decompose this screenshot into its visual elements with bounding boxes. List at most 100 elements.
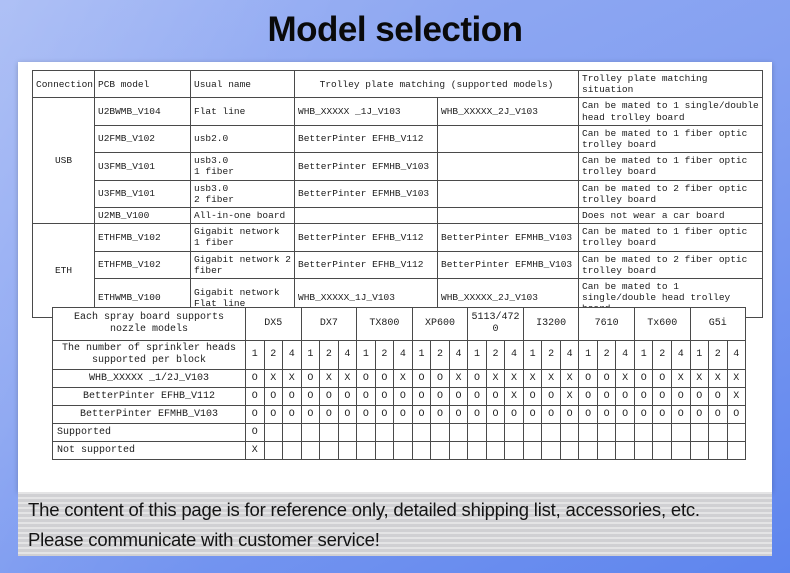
model-header: 5113/4720 <box>467 307 524 341</box>
support-value-cell: X <box>559 387 580 406</box>
model-header: TX800 <box>356 307 413 341</box>
support-value-cell: O <box>319 405 339 424</box>
empty-cell <box>670 423 691 442</box>
legend-symbol-cell: X <box>245 441 265 460</box>
support-value-cell: O <box>559 405 580 424</box>
usual-name-cell: Gigabit network 2 fiber <box>190 250 295 280</box>
empty-cell <box>411 441 432 460</box>
support-value-cell: O <box>337 405 358 424</box>
support-value-cell: X <box>726 369 747 388</box>
board-table-row: U2MB_V100 All-in-one board Does not wear a… <box>33 207 763 225</box>
empty-cell <box>374 423 395 442</box>
heads-count-cell: 2 <box>596 340 617 370</box>
support-value-cell: O <box>300 387 321 406</box>
heads-count-cell: 1 <box>689 340 710 370</box>
empty-cell <box>522 441 543 460</box>
legend-label: Not supported <box>52 441 246 460</box>
trolley-model-1-cell: BetterPinter EFMHB_V103 <box>294 179 438 209</box>
corner-label: Each spray board supports nozzle models <box>52 307 246 341</box>
nozzle-model-header-row: Each spray board supports nozzle models D… <box>52 307 747 341</box>
support-value-cell: O <box>245 405 265 424</box>
support-value-cell: O <box>596 405 617 424</box>
support-value-cell: O <box>652 369 672 388</box>
empty-cell <box>652 423 672 442</box>
heads-count-cell: 1 <box>467 340 487 370</box>
board-table-row: U2FMB_V102 usb2.0 BetterPinter EFHB_V112 Ca… <box>33 124 763 154</box>
pcb-model-cell: ETHFMB_V102 <box>94 250 191 280</box>
support-value-cell: O <box>504 405 524 424</box>
support-value-cell: X <box>504 387 524 406</box>
empty-cell <box>522 423 543 442</box>
matching-situation-cell: Can be mated to 2 fiber optic trolley bo… <box>578 250 763 280</box>
col-header-situation: Trolley plate matching situation <box>578 69 763 99</box>
support-value-cell: O <box>633 405 654 424</box>
empty-cell <box>559 423 580 442</box>
empty-cell <box>633 423 654 442</box>
support-value-cell: X <box>708 369 728 388</box>
support-value-cell: X <box>263 369 284 388</box>
heads-count-cell: 2 <box>430 340 450 370</box>
empty-cell <box>670 441 691 460</box>
support-value-cell: O <box>319 387 339 406</box>
legend-row: Not supported X <box>52 441 747 460</box>
col-header-pcb-model: PCB model <box>94 69 191 99</box>
support-value-cell: O <box>615 405 635 424</box>
empty-cell <box>282 423 302 442</box>
support-value-cell: X <box>504 369 524 388</box>
support-value-cell: O <box>615 387 635 406</box>
empty-cell <box>430 423 450 442</box>
matching-situation-cell: Can be mated to 2 fiber optic trolley bo… <box>578 179 763 209</box>
board-table-row: USB U2BWMB_V104 Flat line WHB_XXXXX _1J_V10… <box>32 97 763 225</box>
heads-count-cell: 2 <box>652 340 672 370</box>
support-value-cell: O <box>263 405 284 424</box>
empty-cell <box>356 423 376 442</box>
trolley-model-2-cell <box>437 124 579 154</box>
support-value-cell: O <box>485 387 506 406</box>
col-header-trolley-matching: Trolley plate matching (supported models… <box>294 69 579 99</box>
empty-cell <box>448 441 469 460</box>
empty-cell <box>596 441 617 460</box>
support-value-cell: X <box>559 369 580 388</box>
support-value-cell: O <box>393 405 413 424</box>
model-header: DX5 <box>245 307 302 341</box>
support-value-cell: O <box>578 369 598 388</box>
board-table-head: Connection PCB model Usual name Trolley pla… <box>32 69 763 99</box>
trolley-model-1-cell: BetterPinter EFHB_V112 <box>294 223 438 252</box>
empty-cell <box>485 441 506 460</box>
nozzle-table-body: Each spray board supports nozzle models D… <box>52 307 747 460</box>
board-table-row: ETHFMB_V102 Gigabit network 2 fiber Better… <box>33 250 763 280</box>
support-value-cell: X <box>337 369 358 388</box>
trolley-model-2-cell <box>437 152 579 181</box>
support-value-cell: O <box>467 405 487 424</box>
board-table-row: ETH ETHFMB_V102 Gigabit network 1 fiber Bet… <box>32 223 763 318</box>
support-value-cell: O <box>522 405 543 424</box>
support-value-cell: O <box>374 369 395 388</box>
support-value-cell: O <box>430 369 450 388</box>
matching-situation-cell: Does not wear a car board <box>578 207 763 225</box>
support-row: BetterPinter EFHB_V112 O O O O O O O O O O O O O O X O O X… <box>52 387 747 406</box>
support-value-cell: O <box>282 405 302 424</box>
empty-cell <box>319 423 339 442</box>
support-value-cell: O <box>356 405 376 424</box>
empty-cell <box>393 423 413 442</box>
usual-name-cell: usb3.0 1 fiber <box>190 152 295 181</box>
trolley-model-1-cell: WHB_XXXXX _1J_V103 <box>294 97 438 126</box>
heads-count-cell: 4 <box>726 340 747 370</box>
pcb-model-cell: U2FMB_V102 <box>94 124 191 154</box>
support-value-cell: O <box>670 405 691 424</box>
empty-cell <box>726 441 747 460</box>
empty-cell <box>578 441 598 460</box>
footer-line-1: The content of this page is for referenc… <box>28 499 700 520</box>
empty-cell <box>541 423 561 442</box>
legend-label: Supported <box>52 423 246 442</box>
support-value-cell: X <box>689 369 710 388</box>
support-value-cell: O <box>393 387 413 406</box>
support-value-cell: O <box>633 369 654 388</box>
support-row-label: WHB_XXXXX _1/2J_V103 <box>52 369 246 388</box>
heads-count-cell: 1 <box>356 340 376 370</box>
trolley-model-2-cell: BetterPinter EFMHB_V103 <box>437 250 579 280</box>
support-value-cell: O <box>652 405 672 424</box>
model-header: 7610 <box>578 307 635 341</box>
heads-count-cell: 2 <box>708 340 728 370</box>
empty-cell <box>356 441 376 460</box>
